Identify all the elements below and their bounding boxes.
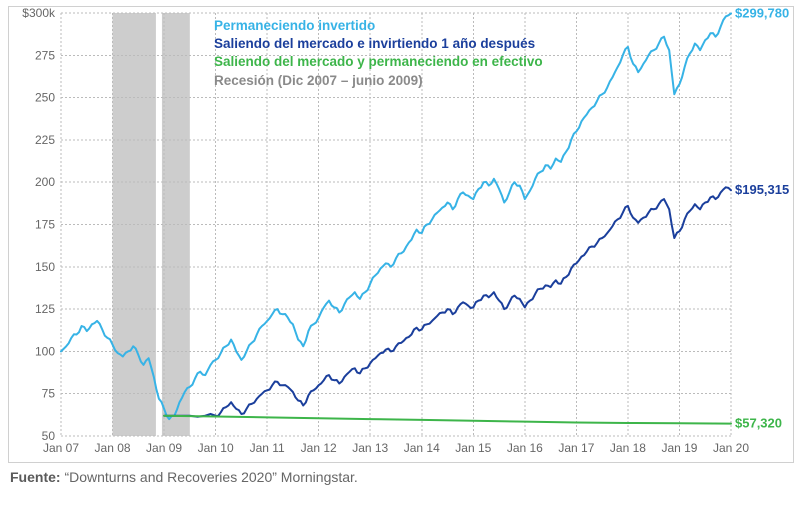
grid [61,13,731,436]
y-tick-label: $300k [22,7,56,20]
y-tick-label: 150 [35,260,55,274]
chart-svg: 5075100125150175200225250275$300kJan 07J… [9,7,793,462]
series-stay_cash [164,416,731,424]
end-label-reinvest_1yr: $195,315 [735,182,789,197]
x-tick-label: Jan 14 [404,441,440,455]
y-tick-label: 125 [35,302,55,316]
x-tick-label: Jan 20 [713,441,749,455]
chart-plot-area: 5075100125150175200225250275$300kJan 07J… [8,6,794,463]
x-tick-label: Jan 10 [198,441,234,455]
x-tick-label: Jan 11 [250,441,285,455]
end-label-stay_invested: $299,780 [735,7,789,20]
chart-source: Fuente: “Downturns and Recoveries 2020” … [8,463,792,485]
y-tick-label: 250 [35,91,55,105]
x-tick-label: Jan 19 [661,441,697,455]
series-reinvest_1yr [164,187,731,416]
source-prefix: Fuente: [10,469,61,485]
x-tick-label: Jan 07 [43,441,79,455]
y-tick-label: 100 [35,344,55,358]
x-tick-label: Jan 15 [455,441,491,455]
x-tick-label: Jan 12 [301,441,337,455]
x-tick-label: Jan 09 [146,441,182,455]
end-label-stay_cash: $57,320 [735,416,782,431]
x-tick-label: Jan 18 [610,441,646,455]
series-stay_invested [61,13,731,419]
x-tick-label: Jan 17 [558,441,594,455]
y-tick-label: 175 [35,218,55,232]
x-tick-label: Jan 08 [95,441,131,455]
y-tick-label: 275 [35,48,55,62]
y-tick-label: 200 [35,175,55,189]
y-tick-label: 75 [42,387,56,401]
y-tick-label: 225 [35,133,55,147]
chart-container: 5075100125150175200225250275$300kJan 07J… [0,0,800,508]
x-tick-label: Jan 13 [352,441,388,455]
source-text: “Downturns and Recoveries 2020” Mornings… [61,469,358,485]
x-tick-label: Jan 16 [507,441,543,455]
